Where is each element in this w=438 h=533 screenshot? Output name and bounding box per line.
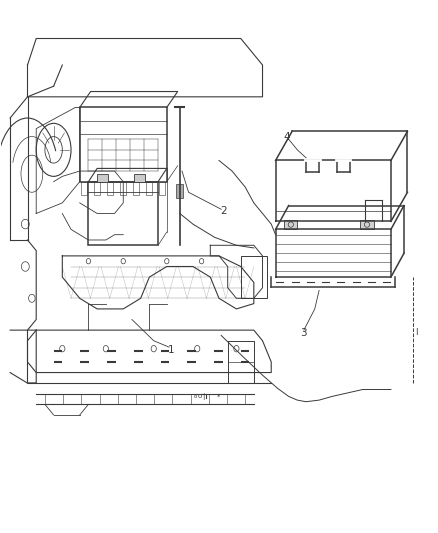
Text: o: o [197,393,201,399]
Bar [88,182,158,245]
Bar [146,182,152,195]
Bar [80,108,167,182]
Bar [134,174,145,182]
Text: 1: 1 [168,345,174,356]
Bar [177,184,184,198]
Text: 3: 3 [300,328,307,338]
Bar [94,182,100,195]
Text: I: I [415,328,417,337]
Bar [241,256,267,298]
Bar [97,174,108,182]
Bar [159,182,166,195]
Text: o: o [193,394,197,399]
Text: 2: 2 [220,206,226,216]
Text: |: | [203,393,205,400]
Bar [284,220,297,229]
Text: *: * [217,393,221,399]
Bar [360,220,374,229]
Bar [81,182,87,195]
Bar [120,182,126,195]
Bar [107,182,113,195]
Bar [228,341,254,383]
Text: 4: 4 [283,132,290,142]
Bar [133,182,139,195]
